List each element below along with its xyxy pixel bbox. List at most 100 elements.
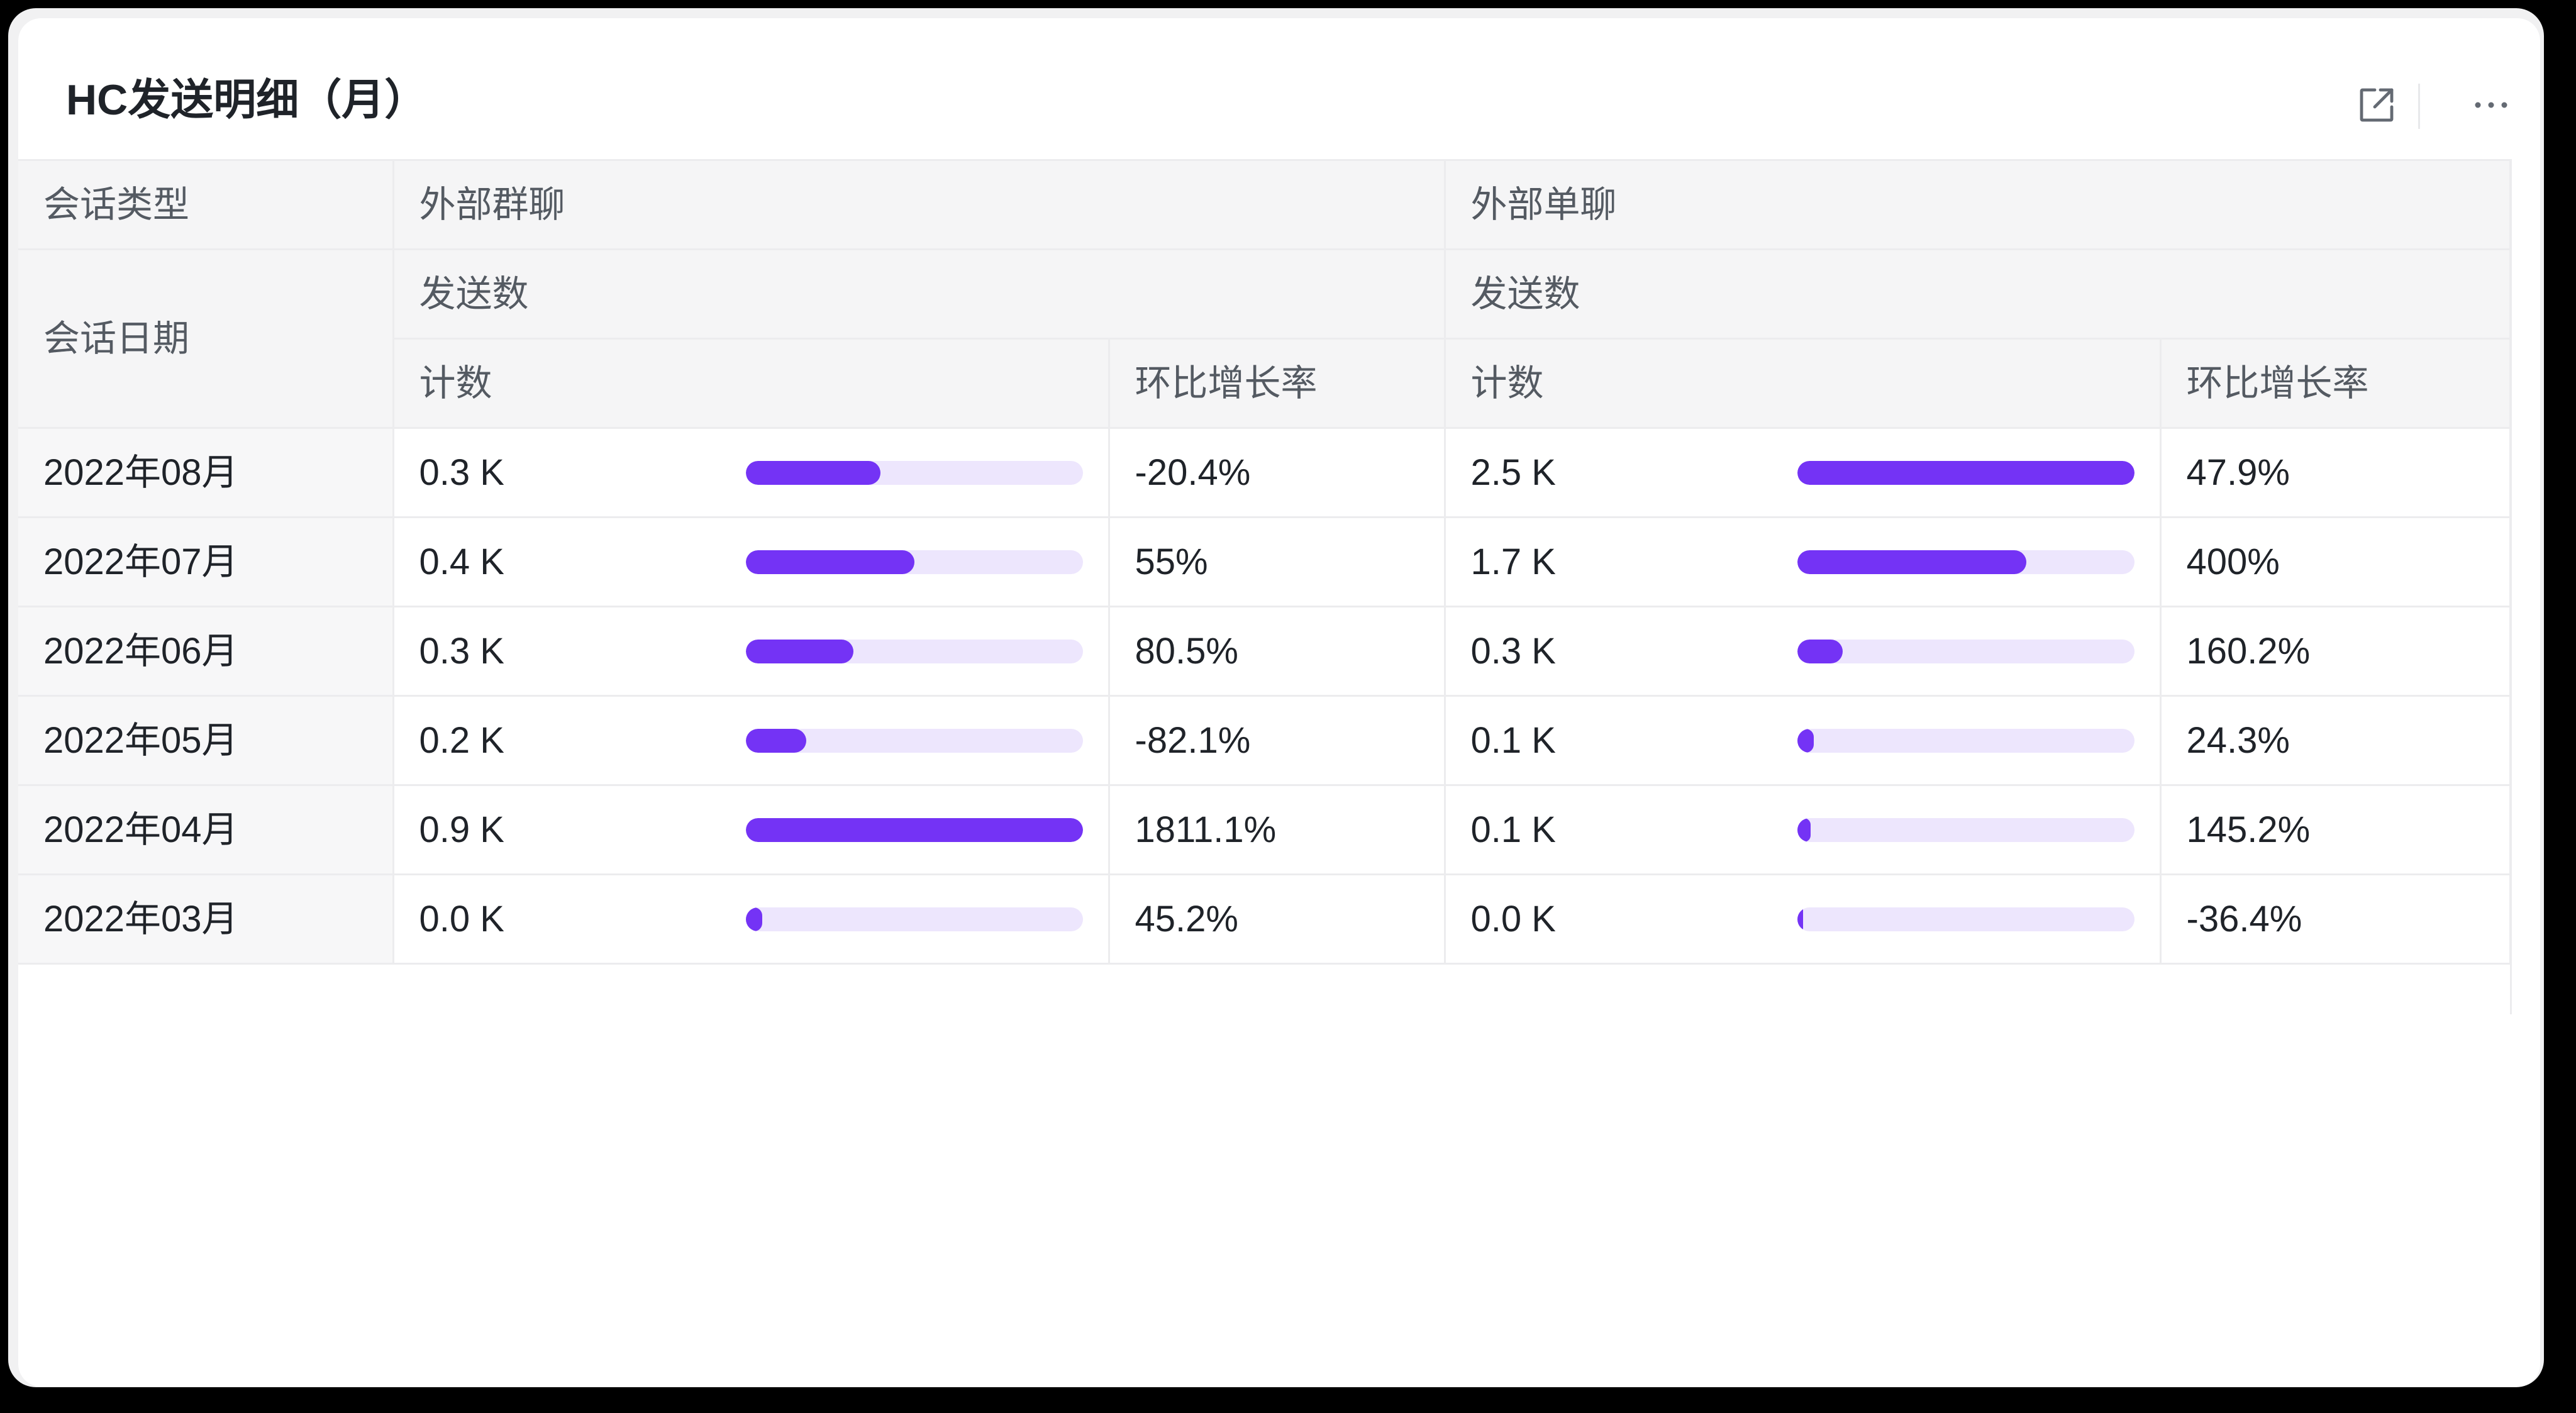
subcolumn-count-single: 计数 — [1443, 338, 2162, 429]
data-bar-track — [745, 550, 1083, 574]
data-bar — [745, 817, 1083, 842]
row-date: 2022年08月 — [18, 427, 394, 518]
row-date: 2022年03月 — [18, 873, 394, 965]
data-bar-track — [745, 907, 1083, 931]
count-cell-content: 0.1 K — [1470, 698, 2159, 784]
count-cell-group: 0.4 K — [392, 516, 1110, 607]
count-cell-content: 0.0 K — [419, 877, 1108, 962]
count-cell-content: 1.7 K — [1470, 519, 2159, 605]
count-value: 1.7 K — [1470, 541, 1556, 582]
card-title: HC发送明细（月） — [66, 76, 428, 124]
external-link-icon[interactable] — [2354, 82, 2399, 128]
growth-rate-cell-single: 160.2% — [2159, 606, 2510, 697]
count-value: 0.4 K — [419, 541, 504, 582]
header-divider — [2418, 84, 2420, 129]
growth-rate-cell-single: 400% — [2159, 516, 2510, 607]
growth-rate-cell-group: 80.5% — [1108, 606, 1446, 697]
count-value: 0.0 K — [1470, 898, 1556, 939]
growth-rate-cell-group: -20.4% — [1108, 427, 1446, 518]
header-row-subcolumns: 计数 环比增长率 计数 环比增长率 — [18, 338, 2510, 429]
growth-rate-cell-single: -36.4% — [2159, 873, 2510, 965]
count-cell-single: 0.0 K — [1443, 873, 2162, 965]
data-bar-track — [1797, 907, 2135, 931]
count-cell-content: 0.3 K — [1470, 609, 2159, 694]
count-cell-single: 2.5 K — [1443, 427, 2162, 518]
row-date: 2022年07月 — [18, 516, 394, 607]
column-group-external-group-chat: 外部群聊 — [392, 159, 1446, 250]
table-row: 2022年05月 0.2 K -82.1% 0.1 K 24.3% — [18, 695, 2510, 786]
count-cell-content: 2.5 K — [1470, 430, 2159, 516]
count-value: 0.2 K — [419, 719, 504, 761]
card-header: HC发送明细（月） — [18, 18, 2540, 159]
table-row: 2022年04月 0.9 K 1811.1% 0.1 K 145.2% — [18, 784, 2510, 875]
subcolumn-count-group: 计数 — [393, 338, 1110, 429]
count-cell-content: 0.9 K — [419, 787, 1108, 873]
pivot-table: 会话类型 外部群聊 外部单聊 会话日期 发送数 发送数 计数 环比增长率 计数 … — [18, 159, 2510, 1014]
count-cell-group: 0.2 K — [392, 695, 1110, 786]
data-bar — [1797, 460, 2135, 485]
row-date: 2022年04月 — [18, 784, 394, 875]
count-cell-content: 0.1 K — [1470, 787, 2159, 873]
count-value: 0.3 K — [1470, 630, 1556, 672]
data-bar — [745, 639, 854, 663]
data-bar — [745, 460, 880, 485]
data-bar — [745, 728, 806, 753]
count-value: 0.3 K — [419, 452, 504, 493]
count-cell-single: 1.7 K — [1443, 516, 2162, 607]
table-row: 2022年06月 0.3 K 80.5% 0.3 K 160.2% — [18, 606, 2510, 697]
growth-rate-cell-group: 55% — [1108, 516, 1446, 607]
count-value: 0.9 K — [419, 809, 504, 850]
row-date: 2022年05月 — [18, 695, 394, 786]
table-row: 2022年08月 0.3 K -20.4% 2.5 K 47.9% — [18, 427, 2510, 518]
count-cell-group: 0.3 K — [392, 427, 1110, 518]
count-cell-group: 0.0 K — [392, 873, 1110, 965]
data-bar-track — [745, 817, 1083, 842]
count-cell-content: 0.3 K — [419, 609, 1108, 694]
count-value: 0.3 K — [419, 630, 504, 672]
growth-rate-cell-group: 45.2% — [1108, 873, 1446, 965]
table-row: 2022年03月 0.0 K 45.2% 0.0 K -36.4% — [18, 873, 2510, 965]
row-dimension-label-type: 会话类型 — [18, 159, 394, 250]
subcolumn-growth-group: 环比增长率 — [1108, 338, 1446, 429]
subcolumn-growth-single: 环比增长率 — [2159, 338, 2510, 429]
growth-rate-cell-single: 145.2% — [2159, 784, 2510, 875]
count-value: 2.5 K — [1470, 452, 1556, 493]
count-cell-content: 0.2 K — [419, 698, 1108, 784]
measure-header-single: 发送数 — [1443, 248, 2510, 340]
data-bar — [1797, 907, 1804, 931]
header-row-measure: 会话日期 发送数 发送数 — [18, 248, 2510, 429]
vertical-scrollbar[interactable] — [2510, 159, 2540, 1387]
table-row: 2022年07月 0.4 K 55% 1.7 K 400% — [18, 516, 2510, 607]
scrollbar-edge — [2510, 159, 2512, 1014]
data-bar-track — [1797, 817, 2135, 842]
count-value: 0.1 K — [1470, 809, 1556, 850]
row-dimension-label-date: 会话日期 — [18, 248, 394, 429]
data-bar-track — [1797, 728, 2135, 753]
count-cell-group: 0.9 K — [392, 784, 1110, 875]
measure-header-group: 发送数 — [392, 248, 1446, 340]
count-cell-group: 0.3 K — [392, 606, 1110, 697]
column-group-external-single-chat: 外部单聊 — [1443, 159, 2510, 250]
growth-rate-cell-single: 24.3% — [2159, 695, 2510, 786]
growth-rate-cell-group: -82.1% — [1108, 695, 1446, 786]
data-bar — [1797, 639, 1843, 663]
row-date: 2022年06月 — [18, 606, 394, 697]
data-bar-track — [745, 728, 1083, 753]
data-bar-track — [1797, 639, 2135, 663]
window-frame: HC发送明细（月） — [8, 8, 2544, 1387]
count-cell-content: 0.0 K — [1470, 877, 2159, 962]
data-bar-track — [745, 460, 1083, 485]
data-bar — [1797, 728, 1814, 753]
count-value: 0.0 K — [419, 898, 504, 939]
count-cell-single: 0.1 K — [1443, 695, 2162, 786]
data-bar-track — [1797, 460, 2135, 485]
count-value: 0.1 K — [1470, 719, 1556, 761]
data-bar-track — [745, 639, 1083, 663]
more-horizontal-icon[interactable] — [2468, 82, 2514, 128]
count-cell-single: 0.3 K — [1443, 606, 2162, 697]
count-cell-content: 0.3 K — [419, 430, 1108, 516]
growth-rate-cell-single: 47.9% — [2159, 427, 2510, 518]
data-bar — [745, 550, 914, 574]
data-bar-track — [1797, 550, 2135, 574]
data-bar — [745, 907, 763, 931]
